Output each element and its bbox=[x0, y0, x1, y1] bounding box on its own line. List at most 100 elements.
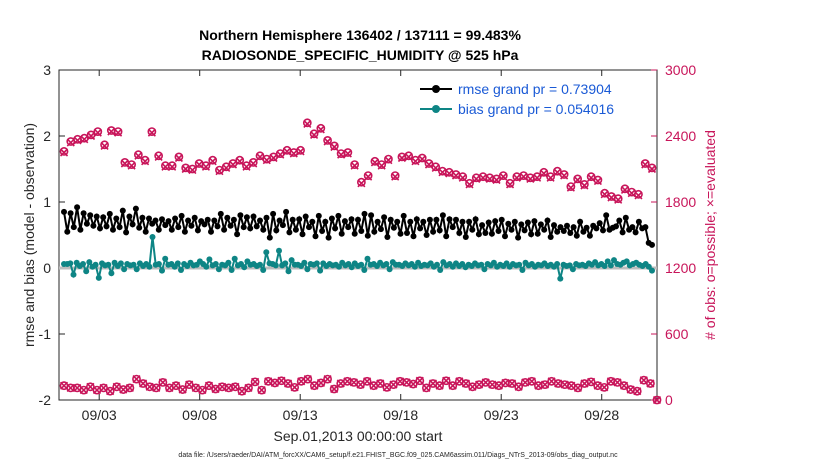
obs_low_evaluated-marker bbox=[66, 383, 75, 392]
obs_evaluated-marker bbox=[512, 173, 521, 182]
obs_evaluated-marker bbox=[526, 174, 535, 183]
obs_possible-marker bbox=[140, 155, 150, 165]
obs_evaluated-marker bbox=[147, 128, 156, 137]
rmse-point bbox=[420, 218, 427, 225]
rmse-point bbox=[230, 216, 237, 223]
rmse-point bbox=[273, 227, 280, 234]
obs_low_possible-marker bbox=[441, 376, 451, 386]
rmse-point bbox=[534, 230, 541, 237]
rmse-point bbox=[221, 226, 228, 233]
obs_low_evaluated-marker bbox=[560, 380, 569, 389]
bias-point bbox=[569, 266, 576, 273]
obs_evaluated-marker bbox=[168, 162, 177, 171]
obs_possible-marker bbox=[586, 172, 596, 182]
obs_possible-marker bbox=[505, 178, 515, 188]
bias-point bbox=[478, 261, 485, 268]
obs_possible-marker bbox=[539, 167, 549, 177]
rmse-point bbox=[296, 216, 303, 223]
rmse-point bbox=[518, 221, 525, 228]
rmse-point bbox=[126, 213, 133, 220]
rmse-point bbox=[564, 222, 570, 229]
obs_evaluated-marker bbox=[397, 153, 406, 163]
bias-point bbox=[108, 270, 115, 277]
bias-point bbox=[162, 255, 169, 262]
obs_possible-marker bbox=[363, 171, 373, 180]
rmse-point bbox=[456, 230, 463, 236]
rmse-point bbox=[635, 218, 642, 225]
obs_evaluated-marker bbox=[411, 157, 420, 166]
obs_evaluated-marker bbox=[181, 164, 190, 174]
bias-point bbox=[70, 271, 77, 278]
rmse-point bbox=[328, 215, 335, 222]
obs_evaluated-marker bbox=[614, 195, 623, 204]
rmse-point bbox=[253, 223, 260, 230]
obs_evaluated-marker bbox=[445, 169, 454, 178]
obs_possible-marker bbox=[167, 161, 177, 171]
rmse-point bbox=[260, 226, 267, 233]
rmse-point bbox=[292, 226, 299, 233]
rmse-point bbox=[312, 233, 319, 240]
obs_low_possible-marker bbox=[652, 395, 662, 405]
bias-point bbox=[203, 263, 210, 270]
rmse-point bbox=[315, 212, 322, 219]
obs_low_evaluated-marker bbox=[521, 378, 530, 387]
obs_evaluated-marker bbox=[73, 136, 82, 145]
rmse-point bbox=[384, 234, 391, 240]
obs_evaluated-marker bbox=[316, 125, 325, 134]
obs_low_evaluated-marker bbox=[435, 381, 444, 390]
obs_evaluated-marker bbox=[370, 158, 379, 167]
obs_evaluated-marker bbox=[478, 173, 488, 182]
rmse-point bbox=[371, 228, 378, 235]
rmse-point bbox=[495, 228, 502, 234]
obs_low_possible-marker bbox=[230, 382, 240, 392]
y-right-tick-label: 1200 bbox=[665, 260, 696, 276]
bias-point bbox=[67, 260, 74, 267]
rmse-point bbox=[531, 218, 538, 225]
x-tick-label: 09/03 bbox=[82, 407, 117, 423]
y-left-tick-label: 0 bbox=[43, 260, 51, 276]
rmse-point bbox=[502, 233, 508, 240]
rmse-point bbox=[374, 218, 381, 225]
rmse-point bbox=[436, 227, 443, 234]
obs_evaluated-marker bbox=[107, 127, 116, 136]
bias-point bbox=[317, 267, 324, 274]
obs_low_possible-marker bbox=[151, 383, 161, 393]
obs_evaluated-marker bbox=[546, 173, 555, 182]
rmse-point bbox=[358, 228, 365, 234]
rmse-point bbox=[355, 216, 361, 223]
obs_low_evaluated-marker bbox=[422, 383, 431, 392]
obs_low_possible-marker bbox=[573, 383, 583, 393]
obs_low_possible-marker bbox=[197, 385, 207, 395]
obs_low_evaluated-marker bbox=[619, 381, 629, 390]
rmse-point bbox=[541, 226, 548, 233]
rmse-point bbox=[247, 225, 254, 232]
bias-series bbox=[61, 234, 655, 282]
obs_low_evaluated-marker bbox=[218, 382, 227, 391]
obs_low_possible-marker bbox=[257, 385, 267, 395]
rmse-point bbox=[426, 216, 433, 223]
bias-point bbox=[336, 263, 342, 270]
rmse-point bbox=[116, 224, 123, 231]
obs_possible-marker bbox=[356, 177, 366, 187]
obs_evaluated-marker bbox=[418, 155, 427, 164]
chart-subtitle: RADIOSONDE_SPECIFIC_HUMIDITY @ 525 hPa bbox=[202, 47, 519, 63]
obs_evaluated-marker bbox=[627, 189, 636, 198]
rmse-point bbox=[394, 218, 401, 225]
obs_low_evaluated-marker bbox=[646, 379, 655, 388]
obs_possible-marker bbox=[600, 188, 610, 198]
rmse-point bbox=[172, 215, 179, 222]
rmse-point bbox=[387, 216, 394, 223]
rmse-point bbox=[361, 210, 368, 217]
rmse-point bbox=[208, 228, 214, 235]
rmse-point bbox=[551, 222, 557, 229]
rmse-point bbox=[77, 226, 84, 233]
obs_evaluated-marker bbox=[93, 128, 102, 137]
chart-title: Northern Hemisphere 136402 / 137111 = 99… bbox=[199, 27, 521, 43]
rmse-point bbox=[397, 230, 404, 237]
rmse-point bbox=[453, 216, 459, 223]
rmse-point bbox=[175, 224, 182, 231]
rmse-point bbox=[338, 230, 345, 237]
obs_evaluated-marker bbox=[188, 166, 197, 175]
obs_evaluated-marker bbox=[330, 142, 339, 152]
rmse-point bbox=[67, 210, 74, 217]
